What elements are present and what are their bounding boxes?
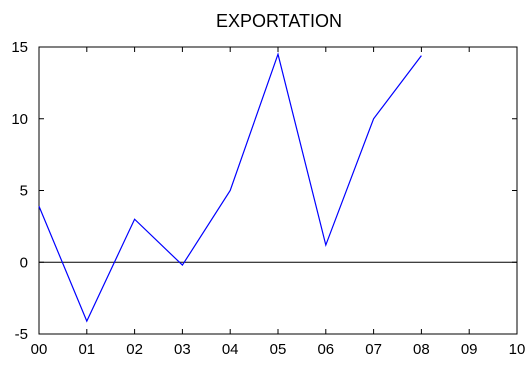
x-tick-label: 03 bbox=[174, 341, 191, 358]
y-tick-label: 10 bbox=[11, 111, 28, 128]
x-tick-label: 07 bbox=[365, 341, 382, 358]
x-tick-label: 06 bbox=[317, 341, 334, 358]
y-tick-label: 5 bbox=[20, 183, 28, 200]
y-tick-label: 0 bbox=[20, 254, 28, 271]
x-tick-label: 00 bbox=[31, 341, 48, 358]
x-tick-label: 09 bbox=[461, 341, 478, 358]
x-tick-label: 08 bbox=[413, 341, 430, 358]
chart-title: EXPORTATION bbox=[216, 11, 342, 31]
series-line bbox=[38, 52, 422, 323]
x-tick-label: 01 bbox=[78, 341, 95, 358]
x-tick-label: 05 bbox=[270, 341, 287, 358]
x-tick-label: 02 bbox=[126, 341, 143, 358]
y-tick-label: 15 bbox=[11, 39, 28, 56]
plot-frame bbox=[38, 46, 518, 335]
x-tick-label: 04 bbox=[222, 341, 239, 358]
x-tick-label: 10 bbox=[509, 341, 526, 358]
y-tick-label: -5 bbox=[15, 326, 28, 343]
